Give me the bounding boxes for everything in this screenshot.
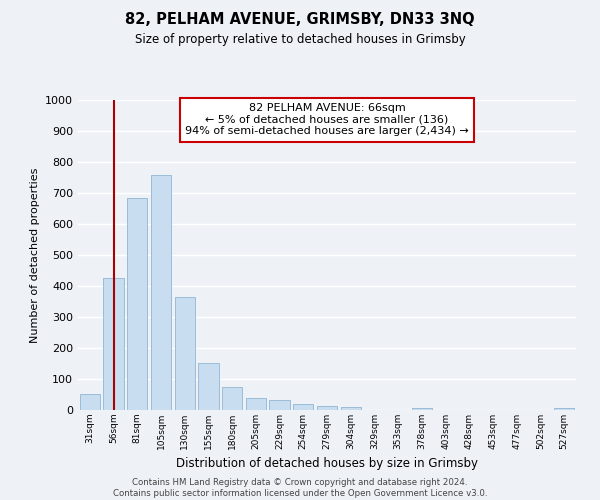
Bar: [199, 363, 218, 410]
Bar: [127, 198, 148, 410]
Bar: [293, 404, 313, 410]
Text: 82, PELHAM AVENUE, GRIMSBY, DN33 3NQ: 82, PELHAM AVENUE, GRIMSBY, DN33 3NQ: [125, 12, 475, 28]
Bar: [80, 394, 100, 410]
X-axis label: Distribution of detached houses by size in Grimsby: Distribution of detached houses by size …: [176, 458, 478, 470]
Bar: [341, 407, 361, 410]
Bar: [103, 278, 124, 410]
Bar: [554, 408, 574, 410]
Bar: [175, 297, 195, 410]
Y-axis label: Number of detached properties: Number of detached properties: [29, 168, 40, 342]
Bar: [412, 408, 432, 410]
Text: 82 PELHAM AVENUE: 66sqm
← 5% of detached houses are smaller (136)
94% of semi-de: 82 PELHAM AVENUE: 66sqm ← 5% of detached…: [185, 103, 469, 136]
Text: Size of property relative to detached houses in Grimsby: Size of property relative to detached ho…: [134, 32, 466, 46]
Bar: [151, 176, 171, 410]
Text: Contains HM Land Registry data © Crown copyright and database right 2024.
Contai: Contains HM Land Registry data © Crown c…: [113, 478, 487, 498]
Bar: [317, 406, 337, 410]
Bar: [222, 387, 242, 410]
Bar: [246, 398, 266, 410]
Bar: [269, 400, 290, 410]
